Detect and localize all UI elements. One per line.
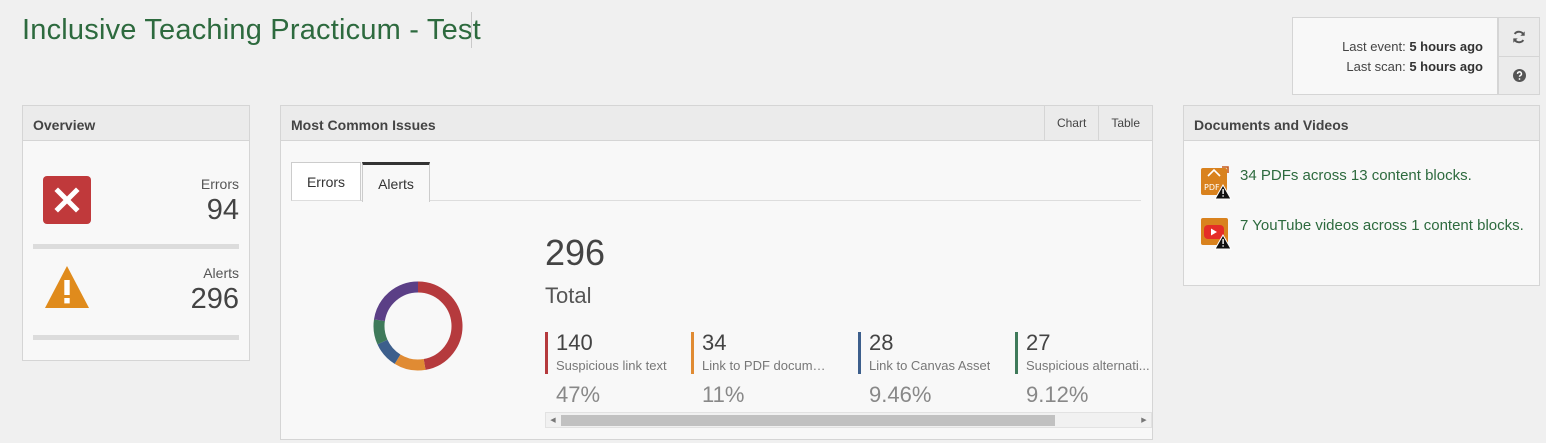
errors-bar <box>33 244 239 249</box>
errors-count: 94 <box>206 194 239 226</box>
scroll-left-icon[interactable]: ◀ <box>550 417 556 424</box>
legend-item[interactable]: 27 Suspicious alternati... 9.12% <box>1015 330 1153 408</box>
errors-label: Errors <box>200 176 239 192</box>
legend-count: 140 <box>556 330 593 355</box>
pdf-warning-icon: PDF <box>1200 166 1232 200</box>
tab-errors[interactable]: Errors <box>291 162 361 201</box>
scroll-thumb[interactable] <box>561 415 1055 426</box>
documents-videos-panel: Documents and Videos PDF 34 PDFs across … <box>1183 105 1540 286</box>
legend-item[interactable]: 34 Link to PDF document 11% <box>691 330 841 408</box>
refresh-button[interactable] <box>1499 18 1539 56</box>
legend-color-bar <box>858 332 861 374</box>
alerts-bar <box>33 335 239 340</box>
refresh-icon <box>1513 30 1525 44</box>
last-event: Last event: 5 hours ago <box>1293 37 1483 57</box>
title-divider <box>471 12 472 48</box>
x-square-icon <box>43 176 91 229</box>
legend-percent: 11% <box>702 382 745 407</box>
legend-scrollbar[interactable]: ◀ ▶ <box>545 412 1152 428</box>
legend-item[interactable]: 28 Link to Canvas Asset 9.46% <box>858 330 1008 408</box>
issue-type-tabs: Errors Alerts <box>291 162 1141 202</box>
legend-name: Suspicious link text <box>556 358 667 373</box>
legend-percent: 47% <box>556 382 601 407</box>
chart-view-button[interactable]: Chart <box>1043 106 1098 140</box>
youtube-summary[interactable]: 7 YouTube videos across 1 content blocks… <box>1200 216 1530 250</box>
errors-summary[interactable]: Errors 94 <box>33 176 239 256</box>
donut-slice[interactable] <box>377 339 401 364</box>
documents-title: Documents and Videos <box>1184 106 1539 141</box>
issues-title: Most Common Issues <box>291 117 436 133</box>
question-circle-icon <box>1512 69 1526 82</box>
donut-slice[interactable] <box>373 281 419 322</box>
legend-name: Suspicious alternati... <box>1026 358 1150 373</box>
warning-triangle-icon <box>43 264 91 315</box>
scroll-right-icon[interactable]: ▶ <box>1141 417 1147 424</box>
legend-count: 34 <box>702 330 727 355</box>
view-toggle: Chart Table <box>1043 106 1152 140</box>
table-view-button[interactable]: Table <box>1098 106 1152 140</box>
legend-color-bar <box>691 332 694 374</box>
last-scan-label: Last scan: <box>1346 59 1406 74</box>
overview-panel: Overview Errors 94 Alerts 296 <box>22 105 250 361</box>
donut-slice[interactable] <box>394 354 426 371</box>
last-event-label: Last event: <box>1342 39 1406 54</box>
status-actions <box>1498 17 1540 95</box>
legend-name: Link to PDF document <box>702 358 830 373</box>
alerts-label: Alerts <box>203 265 239 281</box>
issue-legend: 140 Suspicious link text 47% 34 Link to … <box>545 330 1153 408</box>
legend-color-bar <box>545 332 548 374</box>
donut-slice[interactable] <box>373 319 388 345</box>
legend-name: Link to Canvas Asset <box>869 358 991 373</box>
pdf-summary[interactable]: PDF 34 PDFs across 13 content blocks. <box>1200 166 1530 200</box>
youtube-summary-text: 7 YouTube videos across 1 content blocks… <box>1240 217 1524 234</box>
legend-count: 28 <box>869 330 894 355</box>
legend-item[interactable]: 140 Suspicious link text 47% <box>545 330 695 408</box>
most-common-issues-panel: Most Common Issues Chart Table Errors Al… <box>280 105 1153 440</box>
legend-count: 27 <box>1026 330 1051 355</box>
legend-percent: 9.46% <box>869 382 932 407</box>
last-scan-value: 5 hours ago <box>1409 59 1483 74</box>
youtube-warning-icon <box>1200 216 1232 250</box>
issues-donut-chart <box>373 281 463 371</box>
issues-header: Most Common Issues Chart Table <box>281 106 1152 141</box>
scan-status: Last event: 5 hours ago Last scan: 5 hou… <box>1292 17 1498 95</box>
alerts-count: 296 <box>190 283 239 315</box>
tab-alerts[interactable]: Alerts <box>362 162 430 202</box>
donut-slice[interactable] <box>417 281 463 370</box>
legend-percent: 9.12% <box>1026 382 1089 407</box>
page-title: Inclusive Teaching Practicum - Test <box>22 14 481 46</box>
pdf-summary-text: 34 PDFs across 13 content blocks. <box>1240 167 1472 184</box>
last-scan: Last scan: 5 hours ago <box>1293 57 1483 77</box>
last-event-value: 5 hours ago <box>1409 39 1483 54</box>
alerts-summary[interactable]: Alerts 296 <box>33 265 239 345</box>
overview-title: Overview <box>23 106 249 141</box>
svg-text:PDF: PDF <box>1204 183 1220 192</box>
total-label: Total <box>545 283 592 308</box>
total-count: 296 <box>545 232 606 273</box>
legend-color-bar <box>1015 332 1018 374</box>
help-button[interactable] <box>1499 56 1539 94</box>
